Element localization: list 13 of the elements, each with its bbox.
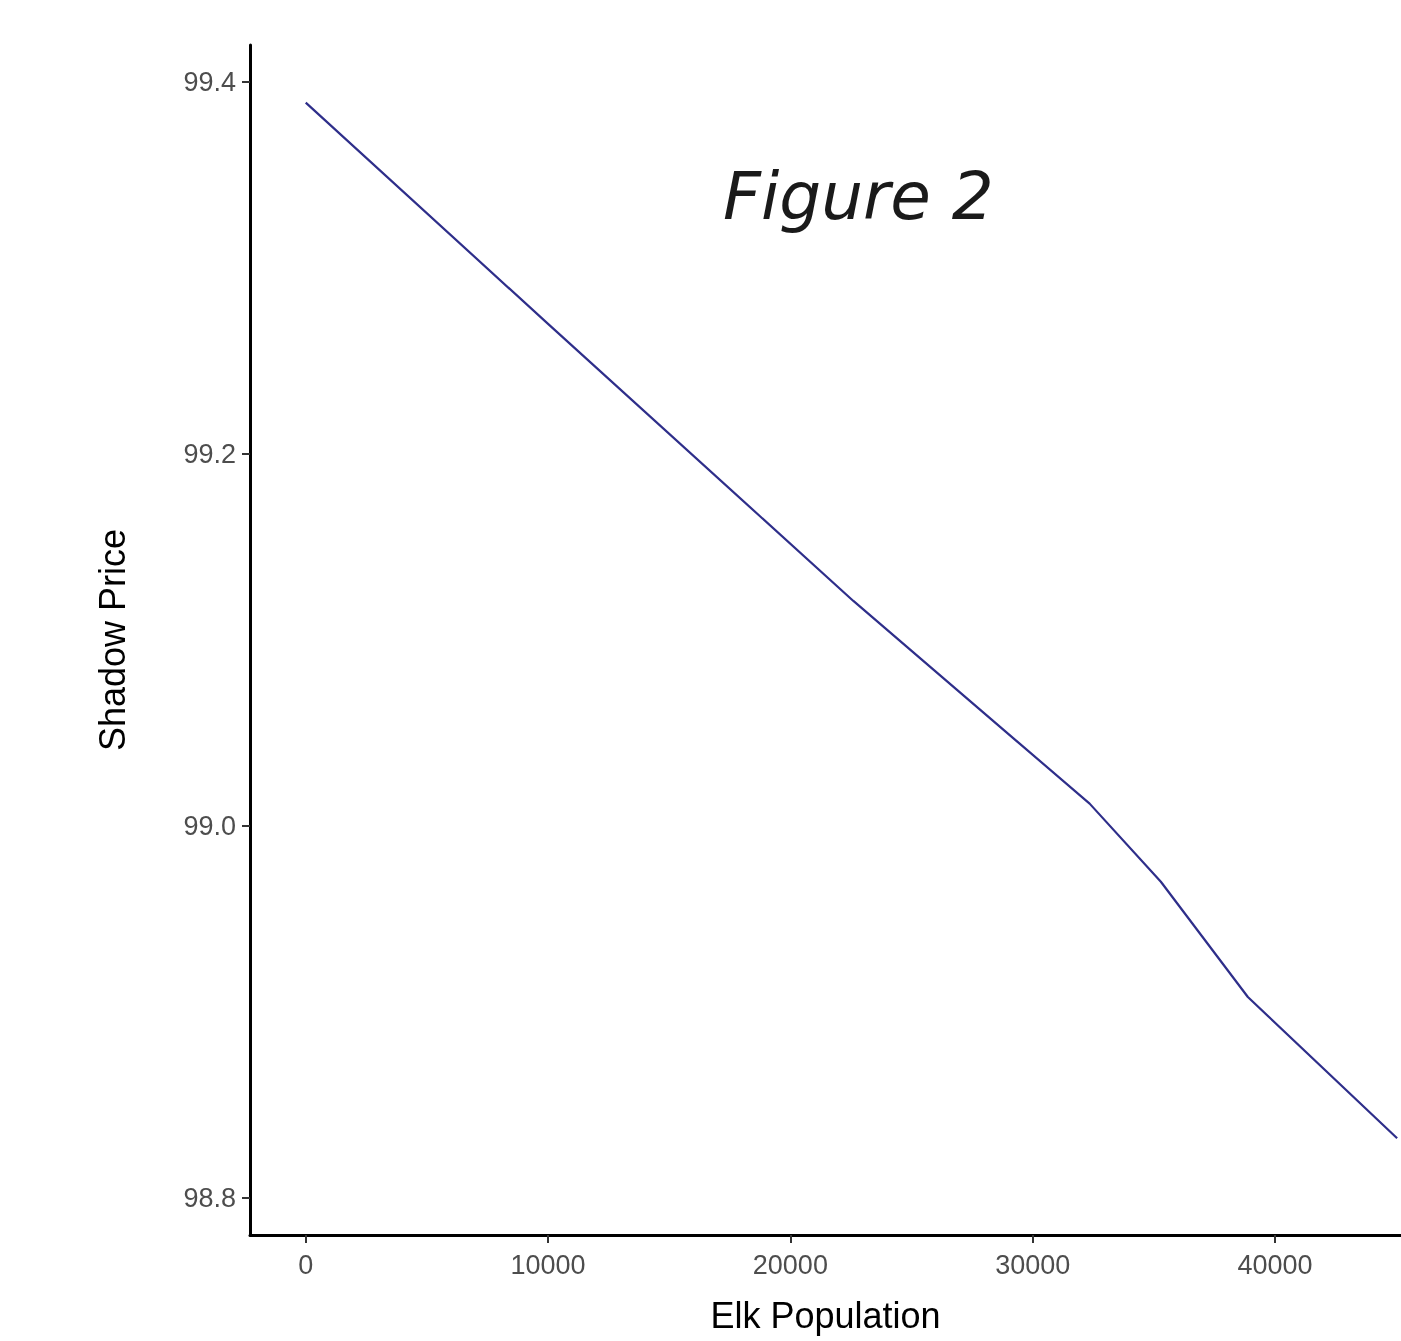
x-tick-label: 40000 (1237, 1249, 1313, 1280)
x-tick-label: 20000 (752, 1249, 828, 1280)
x-tick-label: 30000 (995, 1249, 1071, 1280)
y-tick-label: 98.8 (183, 1182, 236, 1213)
y-tick-label: 99.4 (183, 67, 236, 98)
x-tick-label: 0 (298, 1249, 314, 1280)
line-series (304, 101, 1399, 1140)
text: Figure 2 (723, 157, 994, 235)
x-axis-title: Elk Population (710, 1294, 941, 1336)
x-tick-label: 10000 (510, 1249, 586, 1280)
y-tick-label: 99.0 (183, 810, 236, 841)
y-axis-title: Shadow Price (91, 528, 133, 752)
y-tick-label: 99.2 (183, 439, 236, 470)
